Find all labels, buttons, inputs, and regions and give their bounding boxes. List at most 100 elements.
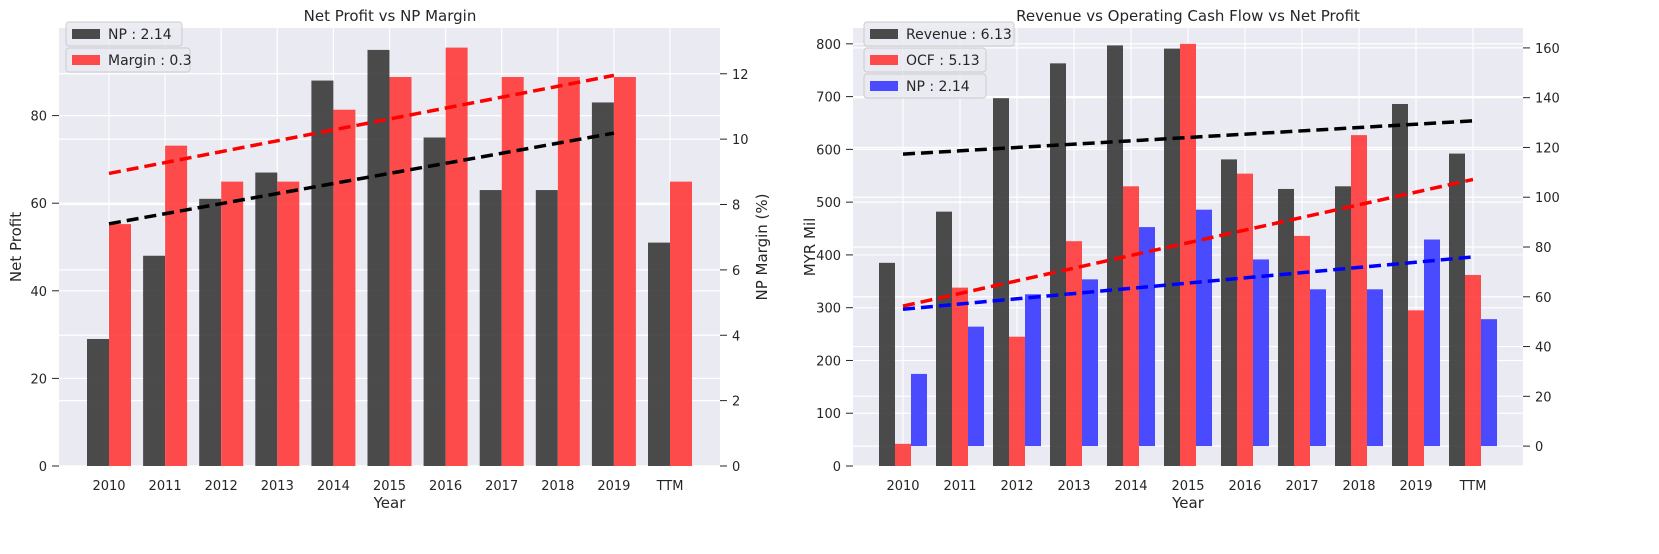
chart2-bar-ocf-ttm bbox=[1465, 274, 1481, 466]
chart2-bar-np-2010 bbox=[911, 373, 927, 447]
chart1-legend-box bbox=[65, 47, 191, 73]
chart2-y-tick-label: 200 bbox=[816, 354, 841, 369]
chart2-bar-ocf-2018 bbox=[1351, 135, 1367, 466]
chart2-x-tick-label: 2017 bbox=[1285, 479, 1318, 494]
chart2-x-tick-label: 2018 bbox=[1342, 479, 1375, 494]
chart1-x-tick-label: TTM bbox=[656, 479, 684, 494]
chart2-y2-tick-label: 80 bbox=[1535, 241, 1552, 256]
chart1-y2-tick-label: 12 bbox=[732, 68, 749, 83]
chart1-bar-margin-ttm bbox=[670, 181, 692, 466]
chart1-y2-tick-label: 2 bbox=[732, 395, 740, 410]
chart2-bar-revenue-2011 bbox=[936, 211, 952, 466]
chart1-bar-margin-2015 bbox=[389, 77, 412, 467]
chart2-bar-revenue-2017 bbox=[1278, 188, 1294, 466]
chart2-legend-swatch bbox=[870, 55, 898, 65]
chart2-y-tick-label: 0 bbox=[833, 460, 841, 475]
chart1-y-tick-label: 60 bbox=[30, 197, 47, 212]
chart1-title: Net Profit vs NP Margin bbox=[304, 7, 477, 25]
chart2-y2-tick-label: 120 bbox=[1535, 141, 1560, 156]
chart1-bar-margin-2019 bbox=[613, 77, 636, 467]
chart2-bar-revenue-2018 bbox=[1335, 186, 1351, 467]
chart1-bar-margin-2016 bbox=[445, 47, 468, 466]
chart2-bar-revenue-2013 bbox=[1050, 63, 1066, 466]
chart2-bar-revenue-2014 bbox=[1107, 45, 1123, 466]
chart1-legend-label: NP : 2.14 bbox=[108, 27, 172, 43]
chart2-legend-label: OCF : 5.13 bbox=[906, 53, 980, 69]
chart1-x-axis-label: Year bbox=[373, 494, 407, 512]
chart2-bar-ocf-2014 bbox=[1123, 186, 1139, 467]
chart2-y2-tick-label: 0 bbox=[1535, 440, 1543, 455]
chart1-bar-np-2015 bbox=[367, 49, 390, 467]
chart2-y2-tick-label: 20 bbox=[1535, 390, 1552, 405]
chart2-legend-swatch bbox=[870, 81, 898, 91]
chart1-bar-margin-2010 bbox=[109, 224, 131, 466]
chart2-bar-np-2011 bbox=[968, 326, 984, 447]
chart1-x-tick-label: 2010 bbox=[92, 479, 125, 494]
chart1-y-tick-label: 40 bbox=[30, 285, 47, 300]
chart1-y-tick-label: 20 bbox=[30, 372, 47, 387]
chart2-title: Revenue vs Operating Cash Flow vs Net Pr… bbox=[1016, 7, 1360, 25]
chart2-y-tick-label: 700 bbox=[816, 91, 841, 106]
chart2-bar-np-2016 bbox=[1253, 259, 1269, 447]
chart2-y2-tick-label: 60 bbox=[1535, 291, 1552, 306]
chart2-y2-tick-label: 40 bbox=[1535, 341, 1552, 356]
chart1-bar-margin-2014 bbox=[333, 109, 356, 466]
chart2-bar-ocf-2011 bbox=[952, 287, 968, 466]
chart2-y-tick-label: 300 bbox=[816, 302, 841, 317]
chart2-bar-np-2013 bbox=[1082, 279, 1098, 447]
chart1-bar-np-2013 bbox=[255, 172, 278, 467]
chart1-x-tick-label: 2018 bbox=[541, 479, 574, 494]
chart1-bar-np-2014 bbox=[311, 80, 334, 466]
chart2-trendline-0 bbox=[902, 119, 1474, 156]
chart2-x-axis-label: Year bbox=[1171, 494, 1205, 512]
chart1-bar-np-2012 bbox=[199, 198, 222, 466]
chart2-legend-swatch bbox=[870, 29, 898, 39]
chart2-x-tick-label: 2016 bbox=[1228, 479, 1261, 494]
chart2-bar-np-2018 bbox=[1367, 289, 1383, 447]
chart1-bar-margin-2011 bbox=[165, 145, 188, 467]
chart1-y2-axis-label: NP Margin (%) bbox=[753, 194, 771, 301]
chart2-bar-revenue-ttm bbox=[1449, 153, 1465, 466]
chart1-legend-swatch bbox=[72, 55, 100, 65]
chart1-legend-box bbox=[65, 21, 183, 47]
chart2-bar-ocf-2012 bbox=[1009, 336, 1025, 466]
chart2-bar-np-2012 bbox=[1025, 294, 1041, 447]
chart2-bar-revenue-2016 bbox=[1221, 159, 1237, 466]
chart2-bar-ocf-2017 bbox=[1294, 235, 1310, 466]
chart2-x-tick-label: 2012 bbox=[1000, 479, 1033, 494]
chart2-bar-ocf-2015 bbox=[1180, 43, 1196, 466]
chart1-y2-tick-label: 6 bbox=[732, 264, 740, 279]
chart1-y2-tick-label: 10 bbox=[732, 133, 749, 148]
chart2-y-tick-label: 400 bbox=[816, 249, 841, 264]
chart2-bar-ocf-2010 bbox=[895, 443, 911, 466]
chart1-y-tick-label: 0 bbox=[39, 460, 47, 475]
chart1-trendline-0 bbox=[108, 131, 615, 226]
chart1-bar-margin-2013 bbox=[277, 181, 300, 466]
chart1-x-tick-label: 2012 bbox=[205, 479, 238, 494]
chart2-trendline-1 bbox=[902, 177, 1474, 308]
chart1-x-tick-label: 2011 bbox=[149, 479, 182, 494]
chart1-bar-margin-2018 bbox=[557, 77, 580, 467]
chart2-bar-ocf-2016 bbox=[1237, 173, 1253, 466]
chart2-legend-box bbox=[863, 21, 1015, 47]
chart2-y-tick-label: 600 bbox=[816, 143, 841, 158]
chart1-legend-swatch bbox=[72, 29, 100, 39]
chart1-y-axis-label: Net Profit bbox=[7, 212, 25, 282]
chart1-trendline-1 bbox=[108, 73, 615, 176]
chart2-legend-label: Revenue : 6.13 bbox=[906, 27, 1012, 43]
chart1-bar-np-ttm bbox=[648, 242, 670, 466]
chart1-bar-np-2010 bbox=[87, 338, 109, 466]
chart2-x-tick-label: 2010 bbox=[886, 479, 919, 494]
chart2-bar-revenue-2019 bbox=[1392, 103, 1408, 467]
chart2-x-tick-label: 2013 bbox=[1057, 479, 1090, 494]
chart2-bar-ocf-2019 bbox=[1408, 310, 1424, 466]
chart2-y2-tick-label: 100 bbox=[1535, 191, 1560, 206]
chart2-x-tick-label: 2011 bbox=[943, 479, 976, 494]
chart2-bar-revenue-2015 bbox=[1164, 48, 1180, 467]
chart2-x-tick-label: TTM bbox=[1459, 479, 1487, 494]
chart1-legend-label: Margin : 0.3 bbox=[108, 53, 192, 69]
chart1-y-tick-label: 80 bbox=[30, 110, 47, 125]
chart2-legend-box bbox=[863, 73, 987, 99]
